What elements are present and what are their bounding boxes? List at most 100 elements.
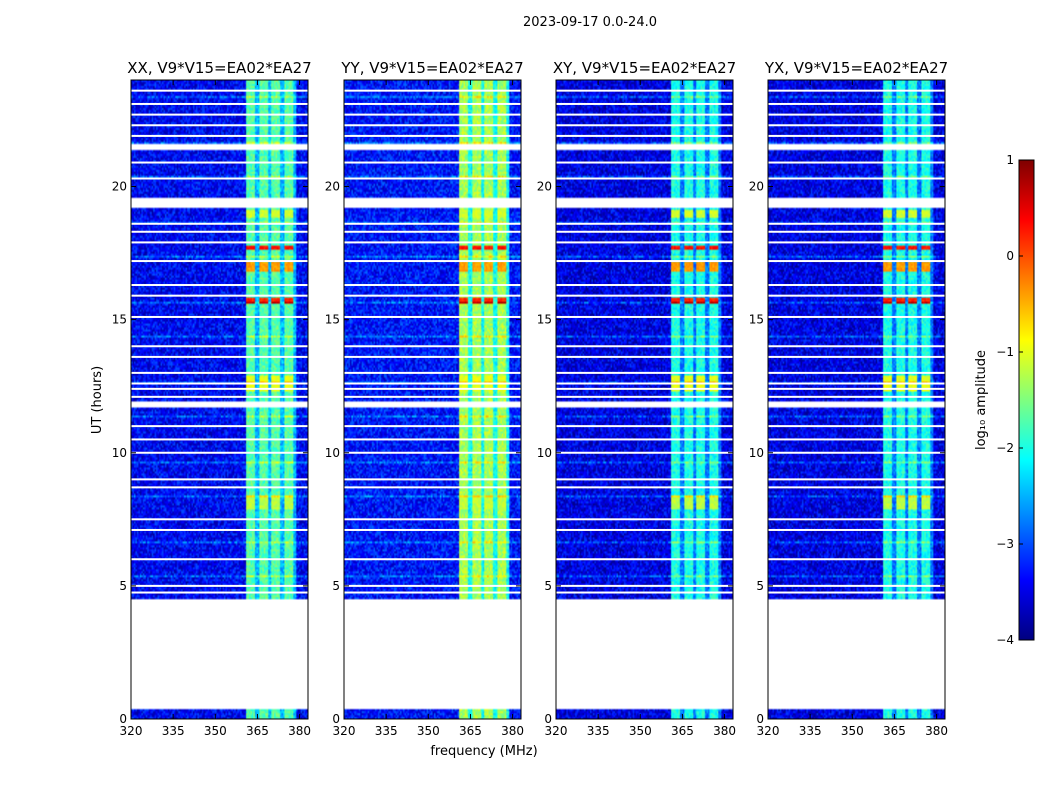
x-tick-label: 335 bbox=[162, 724, 185, 738]
flag-line bbox=[344, 478, 521, 481]
y-tick-label: 0 bbox=[332, 712, 340, 726]
flag-line bbox=[768, 486, 945, 489]
flag-line bbox=[344, 294, 521, 297]
y-tick-label: 20 bbox=[749, 180, 764, 194]
flag-line bbox=[768, 355, 945, 358]
flag-line bbox=[344, 284, 521, 287]
flag-line bbox=[344, 382, 521, 385]
colorbar-label: log₁₀ amplitude bbox=[974, 350, 989, 450]
flag-line bbox=[344, 355, 521, 358]
flag-line bbox=[131, 371, 308, 374]
flag-line bbox=[556, 518, 733, 521]
flag-line bbox=[344, 451, 521, 454]
y-tick-label: 15 bbox=[112, 313, 127, 327]
x-tick-label: 365 bbox=[246, 724, 269, 738]
flag-line bbox=[768, 294, 945, 297]
heatmap-image-0 bbox=[131, 80, 308, 719]
flag-line bbox=[344, 425, 521, 428]
y-tick-label: 5 bbox=[544, 579, 552, 593]
x-tick-label: 380 bbox=[925, 724, 948, 738]
flag-line bbox=[556, 134, 733, 137]
x-tick-label: 350 bbox=[417, 724, 440, 738]
flag-line bbox=[344, 395, 521, 398]
flag-line bbox=[768, 451, 945, 454]
flag-line bbox=[768, 387, 945, 390]
flag-line bbox=[768, 89, 945, 92]
flag-line bbox=[556, 558, 733, 561]
flag-line bbox=[344, 113, 521, 116]
x-tick-label: 380 bbox=[713, 724, 736, 738]
x-tick-label: 380 bbox=[288, 724, 311, 738]
flag-line bbox=[768, 315, 945, 318]
y-tick-label: 20 bbox=[537, 180, 552, 194]
flag-line bbox=[131, 478, 308, 481]
y-tick-label: 0 bbox=[119, 712, 127, 726]
heatmap-image-1 bbox=[344, 80, 521, 719]
flag-line bbox=[556, 89, 733, 92]
panel-frame bbox=[767, 79, 946, 720]
flag-line bbox=[131, 102, 308, 105]
flag-line bbox=[768, 438, 945, 441]
panel-title: YX, V9*V15=EA02*EA27 bbox=[764, 59, 948, 77]
flag-line bbox=[131, 241, 308, 244]
x-tick-label: 320 bbox=[757, 724, 780, 738]
panel-0: XX, V9*V15=EA02*EA27 320 335 350 365 380 0 5 10 1… bbox=[112, 59, 312, 738]
y-tick-label: 5 bbox=[119, 579, 127, 593]
flag-line bbox=[344, 241, 521, 244]
colorbar-tick-label: −4 bbox=[996, 633, 1014, 647]
figure-title: 2023-09-17 0.0-24.0 bbox=[523, 15, 657, 30]
flag-line bbox=[768, 161, 945, 164]
flag-line bbox=[344, 584, 521, 587]
flag-line bbox=[556, 284, 733, 287]
flag-line bbox=[131, 177, 308, 180]
flag-line bbox=[768, 478, 945, 481]
flag-line bbox=[768, 222, 945, 225]
y-tick-label: 15 bbox=[749, 313, 764, 327]
flag-line bbox=[131, 591, 308, 594]
flag-line bbox=[556, 355, 733, 358]
y-tick-label: 0 bbox=[756, 712, 764, 726]
flag-line bbox=[344, 387, 521, 390]
flag-line bbox=[556, 222, 733, 225]
y-tick-label: 0 bbox=[544, 712, 552, 726]
x-tick-label: 335 bbox=[587, 724, 610, 738]
flag-line bbox=[131, 345, 308, 348]
flag-line bbox=[344, 528, 521, 531]
flag-line bbox=[131, 294, 308, 297]
flag-line bbox=[131, 451, 308, 454]
flag-line bbox=[556, 387, 733, 390]
flag-line bbox=[556, 177, 733, 180]
flag-line bbox=[768, 241, 945, 244]
x-axis-label: frequency (MHz) bbox=[430, 744, 537, 759]
flag-line bbox=[131, 230, 308, 233]
flag-line bbox=[556, 528, 733, 531]
flag-line bbox=[344, 161, 521, 164]
flag-line bbox=[344, 222, 521, 225]
flag-line bbox=[131, 425, 308, 428]
flag-line bbox=[131, 395, 308, 398]
panel-frame bbox=[130, 79, 309, 720]
flag-line bbox=[556, 382, 733, 385]
x-tick-label: 365 bbox=[883, 724, 906, 738]
flag-line bbox=[556, 124, 733, 127]
flag-line bbox=[344, 558, 521, 561]
flag-line bbox=[344, 260, 521, 263]
flag-line bbox=[131, 222, 308, 225]
flag-line bbox=[344, 518, 521, 521]
flag-line bbox=[344, 124, 521, 127]
flag-line bbox=[556, 315, 733, 318]
flag-line bbox=[556, 371, 733, 374]
flag-line bbox=[768, 395, 945, 398]
colorbar-tick-label: −3 bbox=[996, 537, 1014, 551]
flag-line bbox=[556, 345, 733, 348]
y-tick-label: 20 bbox=[325, 180, 340, 194]
x-tick-label: 380 bbox=[501, 724, 524, 738]
flag-line bbox=[556, 294, 733, 297]
y-tick-label: 15 bbox=[537, 313, 552, 327]
flag-line bbox=[556, 486, 733, 489]
flag-line bbox=[768, 371, 945, 374]
flag-line bbox=[768, 591, 945, 594]
flag-line bbox=[131, 124, 308, 127]
flag-line bbox=[344, 438, 521, 441]
